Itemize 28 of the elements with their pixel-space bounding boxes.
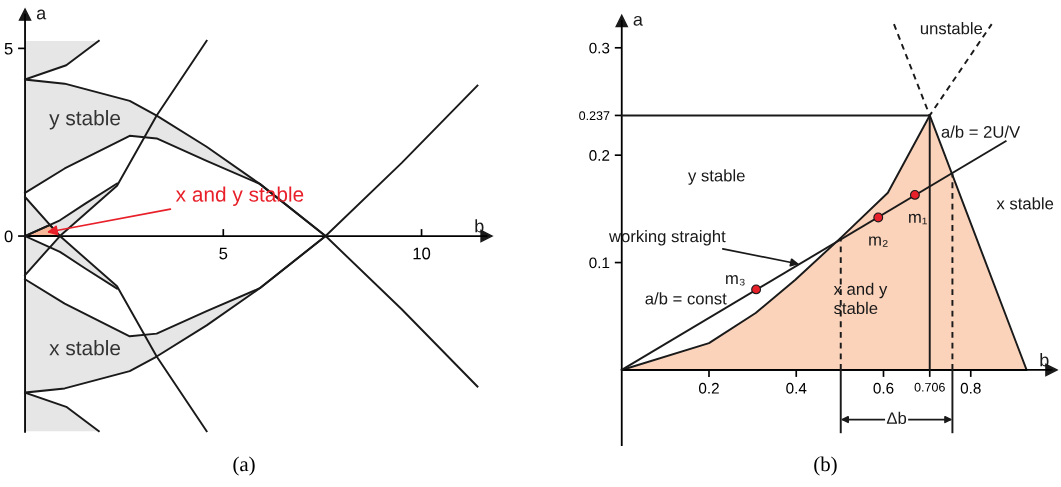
- x-tick-label: 10: [413, 247, 431, 260]
- y-tick-label: 0.3: [589, 42, 610, 54]
- text: (a): [233, 456, 255, 476]
- y-tick-label: 0.2: [589, 150, 610, 161]
- annotation: m₁: [909, 213, 928, 225]
- annotation: x stable: [996, 197, 1054, 210]
- annotation: unstable: [920, 22, 983, 35]
- annotation: m₂: [869, 236, 888, 247]
- x-tick-label: 0.2: [698, 382, 719, 394]
- x-tick-label: 0.8: [960, 382, 981, 394]
- y-axis-title: a: [633, 15, 643, 26]
- y-tick-label: 0.237: [579, 111, 610, 121]
- annotation: Δb: [886, 411, 907, 425]
- annotation: y stable: [688, 169, 745, 185]
- y-tick-label: 0: [4, 230, 13, 243]
- x-axis-title: b: [475, 219, 484, 233]
- y-axis-title: a: [36, 9, 47, 20]
- x-tick-label: 0.706: [914, 382, 945, 392]
- x-tick-label: 0.4: [786, 382, 807, 394]
- annotation: a/b = const: [645, 292, 727, 305]
- text: (b): [814, 456, 837, 476]
- x-tick-label: 0.6: [873, 382, 894, 394]
- x-axis-title: b: [1040, 353, 1049, 367]
- y-tick-label: 0.1: [589, 257, 610, 269]
- annotation: a/b = 2U/V: [941, 125, 1021, 138]
- annotation: m₃: [726, 275, 745, 286]
- annotation: x stable: [49, 340, 121, 356]
- annotation: y stable: [49, 110, 121, 130]
